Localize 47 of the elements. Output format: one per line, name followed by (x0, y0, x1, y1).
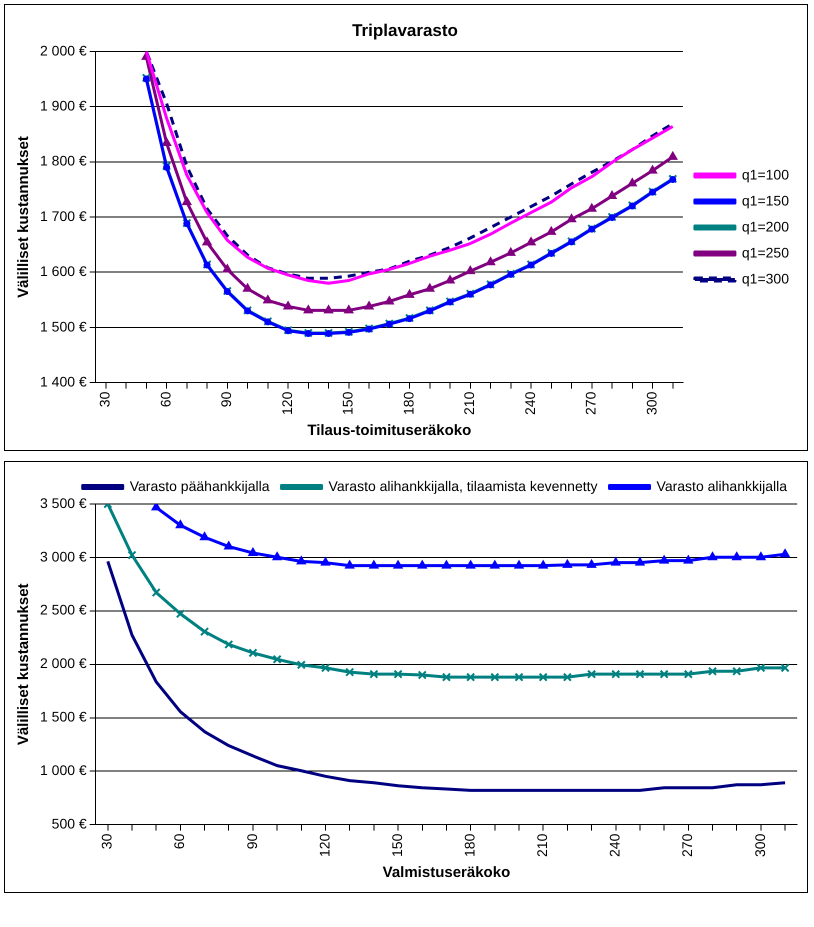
x-axis-title: Tilaus-toimituseräkoko (307, 422, 472, 440)
x-tick-label: 90 (218, 391, 234, 408)
y-tick-label: 1 500 € (40, 318, 87, 334)
x-tick-label: 60 (157, 391, 174, 408)
x-tick-label: 150 (388, 833, 405, 857)
x-tick-label: 30 (98, 833, 115, 850)
legend-label: q1=150 (742, 192, 790, 208)
y-tick-label: 1 000 € (40, 762, 87, 778)
y-tick-label: 1 800 € (40, 152, 87, 169)
legend-label: q1=200 (742, 218, 790, 234)
y-tick-label: 500 € (52, 816, 87, 832)
legend-label: Varasto alihankkijalla, tilaamista kevennetty (328, 478, 598, 494)
y-tick-label: 1 900 € (40, 97, 87, 114)
y-tick-label: 1 700 € (40, 208, 87, 224)
y-tick-label: 1 500 € (40, 708, 87, 725)
x-tick-label: 30 (96, 391, 113, 408)
x-tick-label: 240 (522, 391, 538, 415)
legend-label: Varasto päähankkijalla (130, 478, 270, 494)
y-axis-title: Välilliset kustannukset (15, 583, 32, 746)
x-tick-label: 300 (643, 391, 660, 415)
y-tick-label: 1 400 € (40, 374, 87, 390)
x-tick-label: 90 (244, 833, 260, 850)
x-tick-label: 300 (752, 833, 768, 857)
y-tick-label: 2 000 € (40, 655, 87, 672)
chart-title: Triplavarasto (352, 20, 458, 40)
x-tick-label: 120 (316, 833, 332, 857)
x-tick-label: 180 (400, 391, 416, 415)
x-tick-label: 270 (582, 391, 599, 415)
x-tick-label: 180 (461, 833, 478, 857)
x-tick-label: 60 (171, 833, 188, 850)
x-tick-label: 120 (278, 391, 295, 415)
legend-label: Varasto alihankkijalla (656, 478, 788, 494)
x-tick-label: 240 (606, 833, 623, 857)
x-tick-label: 270 (679, 833, 696, 857)
x-tick-label: 210 (461, 391, 478, 415)
y-tick-label: 2 500 € (40, 602, 87, 618)
y-tick-label: 1 600 € (40, 263, 87, 280)
y-tick-label: 3 500 € (40, 494, 87, 511)
x-axis-title: Valmistuseräkoko (382, 864, 510, 882)
y-tick-label: 3 000 € (40, 548, 87, 564)
x-tick-label: 150 (340, 391, 356, 415)
legend-label: q1=300 (742, 270, 790, 286)
legend-label: q1=250 (742, 244, 790, 260)
x-tick-label: 210 (534, 833, 550, 857)
y-axis-title: Välilliset kustannukset (15, 136, 32, 298)
y-tick-label: 2 000 € (40, 42, 87, 58)
legend-label: q1=100 (742, 166, 790, 182)
